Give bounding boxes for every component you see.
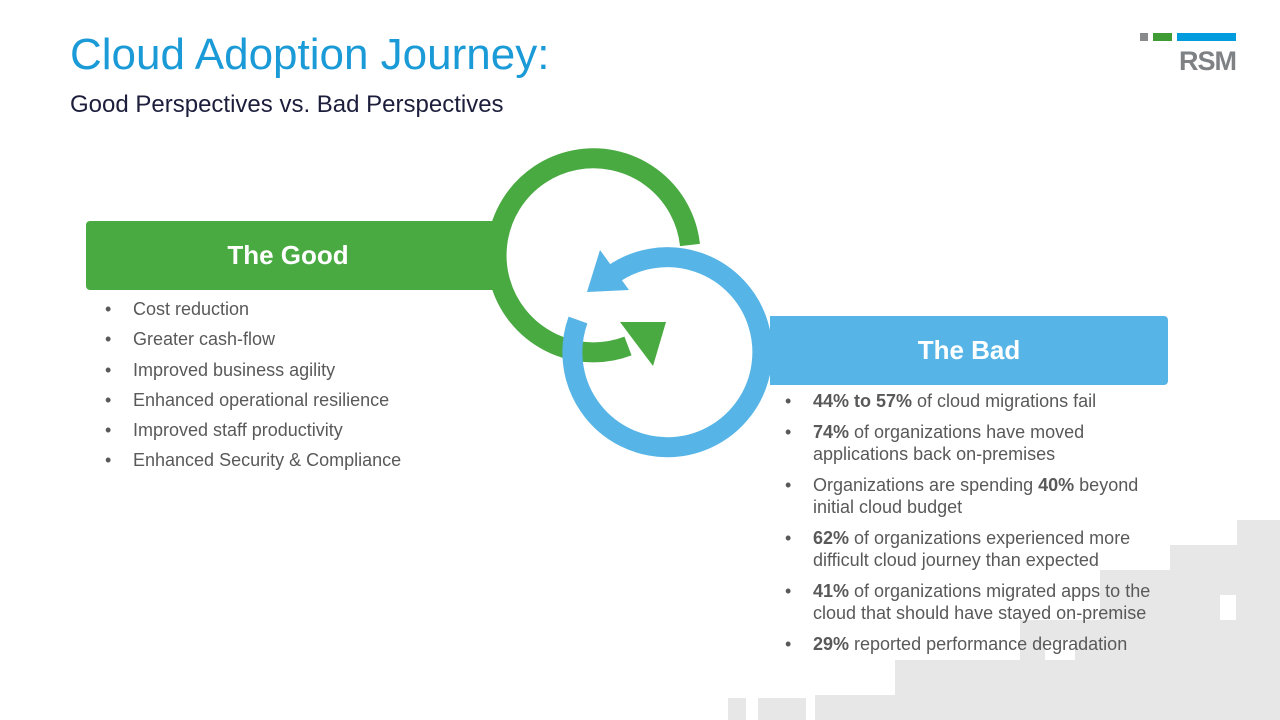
title: Cloud Adoption Journey: [70,30,550,79]
subtitle: Good Perspectives vs. Bad Perspectives [70,91,504,118]
good-item: Improved business agility [105,359,401,389]
item-text: of organizations have moved applications… [813,421,1085,465]
green-arrowhead [620,322,666,366]
logo-bar [1177,33,1236,41]
good-item: Greater cash-flow [105,328,401,358]
good-list: Cost reductionGreater cash-flowImproved … [105,298,401,480]
good-item: Cost reduction [105,298,401,328]
item-text: of organizations migrated apps to the cl… [813,580,1151,624]
bad-item: 62% of organizations experienced more di… [785,527,1158,572]
bad-list: 44% to 57% of cloud migrations fail 74% o… [785,390,1158,663]
stat: 62% [813,527,850,548]
stat: 74% [813,421,850,442]
bad-item: 74% of organizations have moved applicat… [785,421,1158,466]
bad-item: 44% to 57% of cloud migrations fail [785,390,1158,413]
bad-heading: The Bad [770,316,1168,385]
good-item: Improved staff productivity [105,419,401,449]
stat: 41% [813,580,850,601]
item-text: Organizations are spending [813,474,1039,495]
good-heading: The Good [86,221,500,290]
item-text: reported performance degradation [849,633,1128,654]
good-item: Enhanced Security & Compliance [105,449,401,479]
blue-arrow [562,247,773,458]
bad-item: Organizations are spending 40% beyond in… [785,474,1158,519]
good-item: Enhanced operational resilience [105,389,401,419]
item-text: beyond initial cloud budget [813,474,1139,518]
item-text: of cloud migrations fail [912,391,1097,411]
stat: 29% [813,633,850,654]
stat: 40% [1038,474,1075,495]
logo: RSM [1179,46,1237,76]
stat: 44% to 57% [813,391,913,411]
bad-item: 41% of organizations migrated apps to th… [785,580,1158,625]
logo-bar [1140,33,1148,41]
item-text: of organizations experienced more diffic… [813,527,1131,571]
green-arrow [486,148,700,363]
blue-arrowhead [587,250,629,292]
bad-item: 29% reported performance degradation [785,633,1158,656]
logo-bar [1153,33,1172,41]
